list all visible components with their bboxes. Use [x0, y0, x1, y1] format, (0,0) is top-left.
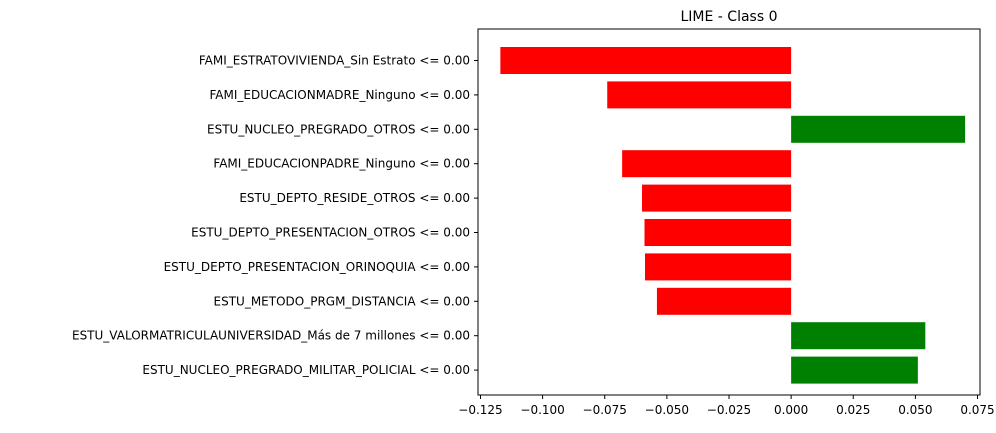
y-tick-label-4: ESTU_DEPTO_RESIDE_OTROS <= 0.00 — [239, 191, 470, 205]
chart-title: LIME - Class 0 — [681, 9, 778, 25]
y-tick-label-3: FAMI_EDUCACIONPADRE_Ninguno <= 0.00 — [213, 157, 470, 171]
bar-6 — [645, 253, 792, 281]
y-tick-label-5: ESTU_DEPTO_PRESENTACION_OTROS <= 0.00 — [191, 226, 470, 240]
bar-3 — [622, 150, 792, 178]
y-tick-label-9: ESTU_NUCLEO_PREGRADO_MILITAR_POLICIAL <=… — [142, 363, 470, 377]
bars-group — [500, 47, 966, 384]
x-ticks: −0.125 −0.100 −0.075 −0.050 −0.025 0.000 0.025… — [458, 395, 995, 417]
x-tick-label-2: −0.075 — [583, 403, 627, 417]
x-tick-label-5: 0.000 — [774, 403, 808, 417]
y-tick-label-0: FAMI_ESTRATOVIVIENDA_Sin Estrato <= 0.00 — [199, 54, 470, 68]
bar-5 — [644, 219, 792, 246]
x-tick-label-6: 0.025 — [836, 403, 870, 417]
x-tick-label-4: −0.025 — [707, 403, 751, 417]
y-tick-label-7: ESTU_METODO_PRGM_DISTANCIA <= 0.00 — [214, 294, 471, 308]
y-tick-labels: FAMI_ESTRATOVIVIENDA_Sin Estrato <= 0.00… — [72, 54, 478, 377]
x-tick-label-3: −0.050 — [645, 403, 689, 417]
bar-1 — [607, 81, 792, 109]
bar-8 — [791, 322, 926, 350]
x-tick-label-1: −0.100 — [520, 403, 564, 417]
bar-7 — [656, 287, 792, 315]
y-tick-label-8: ESTU_VALORMATRICULAUNIVERSIDAD_Más de 7 … — [72, 329, 470, 343]
plot-frame — [477, 28, 981, 396]
bar-4 — [642, 184, 792, 212]
y-tick-label-2: ESTU_NUCLEO_PREGRADO_OTROS <= 0.00 — [207, 122, 470, 136]
bar-9 — [791, 356, 918, 384]
y-tick-label-6: ESTU_DEPTO_PRESENTACION_ORINOQUIA <= 0.0… — [164, 260, 470, 274]
x-tick-label-0: −0.125 — [458, 403, 502, 417]
x-tick-label-7: 0.050 — [898, 403, 932, 417]
bar-0 — [500, 47, 792, 74]
y-tick-label-1: FAMI_EDUCACIONMADRE_Ninguno <= 0.00 — [210, 88, 471, 102]
bar-2 — [791, 115, 966, 143]
x-tick-label-8: 0.075 — [960, 403, 994, 417]
